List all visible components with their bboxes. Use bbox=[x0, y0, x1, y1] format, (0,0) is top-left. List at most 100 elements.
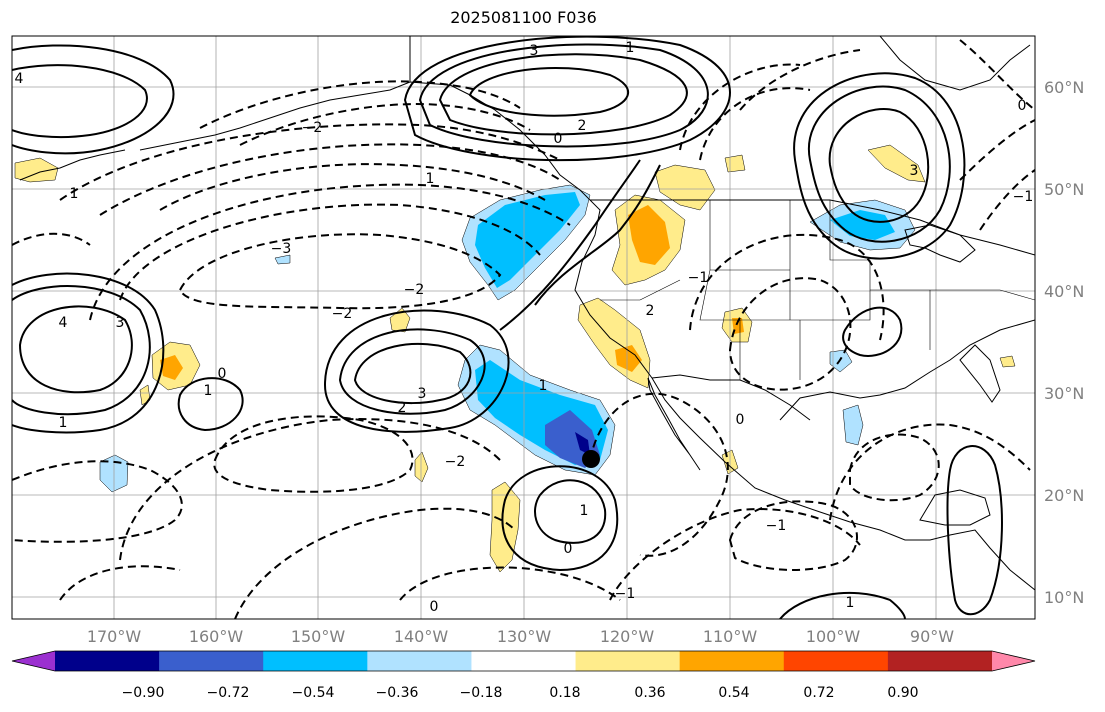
dashed-contour bbox=[178, 233, 502, 310]
contour-label: 1 bbox=[70, 186, 79, 202]
negative-anomaly-small-2 bbox=[842, 404, 864, 446]
dashed-contours bbox=[12, 39, 1035, 619]
baja-peninsula bbox=[647, 377, 701, 471]
lat-label-40n: 40°N bbox=[1044, 282, 1084, 301]
solid-contour bbox=[779, 591, 906, 619]
lat-label-20n: 20°N bbox=[1044, 486, 1084, 505]
contour-label: −2 bbox=[404, 282, 425, 298]
dashed-contour bbox=[99, 143, 561, 216]
dashed-contour bbox=[159, 163, 546, 211]
dashed-contour bbox=[589, 392, 729, 557]
lon-label-90w: 90°W bbox=[910, 627, 954, 646]
dashed-contour bbox=[728, 500, 858, 571]
solid-contour bbox=[418, 43, 709, 148]
great-lakes bbox=[904, 224, 976, 263]
colorbar-tick-label: 0.72 bbox=[803, 685, 834, 701]
hudson-bay bbox=[879, 36, 1031, 91]
solid-contour bbox=[793, 72, 966, 260]
negative-anomaly-nw-core bbox=[475, 192, 580, 288]
colorbar-cell bbox=[783, 651, 889, 671]
solid-contour bbox=[18, 305, 133, 394]
contour-label: −1 bbox=[688, 270, 709, 286]
solid-contour bbox=[403, 36, 731, 162]
colorbar-cell bbox=[55, 651, 160, 671]
colorbar-outline bbox=[11, 650, 1036, 672]
contour-label: −1 bbox=[615, 586, 636, 602]
contour-label: 2 bbox=[398, 400, 407, 416]
solid-contour bbox=[828, 107, 930, 223]
dashed-contour bbox=[679, 63, 801, 151]
colorbar-tick-label: −0.72 bbox=[207, 685, 250, 701]
contour-label: 0 bbox=[736, 412, 745, 428]
negative-anomaly-small-3 bbox=[829, 349, 853, 373]
colorbar-tick-label: 0.36 bbox=[634, 685, 665, 701]
dashed-contour bbox=[609, 508, 861, 601]
contour-label: 3 bbox=[418, 386, 427, 402]
contour-label: 0 bbox=[1018, 98, 1027, 114]
contour-label: 4 bbox=[15, 71, 24, 87]
contour-label: 0 bbox=[218, 366, 227, 382]
colorbar-cell bbox=[159, 651, 264, 671]
dashed-contour bbox=[119, 418, 501, 561]
contour-label: 2 bbox=[646, 303, 655, 319]
solid-contour bbox=[12, 272, 165, 434]
colorbar-cells bbox=[12, 651, 1035, 671]
dashed-contour bbox=[12, 460, 183, 543]
solid-contour bbox=[438, 53, 688, 136]
contour-label: 1 bbox=[426, 171, 435, 187]
lon-label-160w: 160°W bbox=[189, 627, 244, 646]
lon-label-110w: 110°W bbox=[703, 627, 758, 646]
negative-anomaly-lakes-core bbox=[830, 210, 895, 240]
contour-label: −2 bbox=[332, 306, 353, 322]
colorbar-extend-low bbox=[12, 651, 55, 671]
solid-contour bbox=[807, 85, 951, 243]
solid-contour bbox=[323, 309, 510, 433]
map-title: 2025081100 F036 bbox=[450, 8, 597, 27]
contour-label: −1 bbox=[1013, 189, 1034, 205]
dashed-contour bbox=[234, 507, 516, 619]
contour-labels: 3 1 2 −2 1 0 3 4 −3 −2 −2 4 1 3 −2 1 0 1… bbox=[15, 40, 1034, 615]
solid-contour bbox=[534, 479, 607, 544]
graticule bbox=[12, 36, 1035, 619]
colorbar-tick-labels: −0.90 −0.72 −0.54 −0.36 −0.18 0.18 0.36 … bbox=[122, 685, 919, 701]
dashed-contour bbox=[59, 565, 181, 601]
colorbar-tick-label: 0.18 bbox=[549, 685, 580, 701]
florida bbox=[959, 344, 1001, 403]
lon-label-170w: 170°W bbox=[87, 627, 142, 646]
positive-anomaly-california-core bbox=[615, 345, 642, 372]
colorbar-cell bbox=[471, 651, 577, 671]
positive-anomaly-small-4 bbox=[139, 384, 151, 406]
solid-contour bbox=[501, 465, 619, 572]
dashed-contour bbox=[59, 123, 561, 201]
dashed-contour bbox=[89, 183, 571, 321]
colorbar-tick-label: 0.54 bbox=[718, 685, 749, 701]
gulf-coast bbox=[779, 319, 1035, 421]
solid-contour bbox=[12, 285, 151, 416]
yucatan bbox=[919, 489, 991, 526]
lon-label-150w: 150°W bbox=[291, 627, 346, 646]
solid-contour bbox=[12, 64, 148, 139]
dashed-contour bbox=[119, 203, 541, 301]
dashed-contour bbox=[728, 277, 852, 391]
colorbar-cell bbox=[575, 651, 681, 671]
negative-anomaly-small-4 bbox=[274, 254, 291, 265]
canada-us-border bbox=[590, 199, 1035, 256]
lat-label-30n: 30°N bbox=[1044, 384, 1084, 403]
dashed-contour bbox=[849, 433, 940, 502]
contour-label: 1 bbox=[204, 383, 213, 399]
contour-label: −2 bbox=[302, 120, 323, 136]
contour-label: −1 bbox=[766, 518, 787, 534]
contour-label: −3 bbox=[271, 241, 292, 257]
solid-contour bbox=[499, 159, 641, 331]
state-borders bbox=[600, 200, 1035, 380]
dashed-contour bbox=[213, 415, 414, 493]
positive-anomaly-small-5 bbox=[999, 355, 1016, 368]
lat-label-50n: 50°N bbox=[1044, 180, 1084, 199]
negative-anomaly-baja-max bbox=[575, 432, 590, 455]
alaska-coast bbox=[139, 81, 411, 151]
dashed-contour bbox=[12, 232, 91, 246]
colorbar-cell bbox=[887, 651, 993, 671]
solid-contour bbox=[338, 328, 486, 415]
contour-label: −2 bbox=[445, 454, 466, 470]
